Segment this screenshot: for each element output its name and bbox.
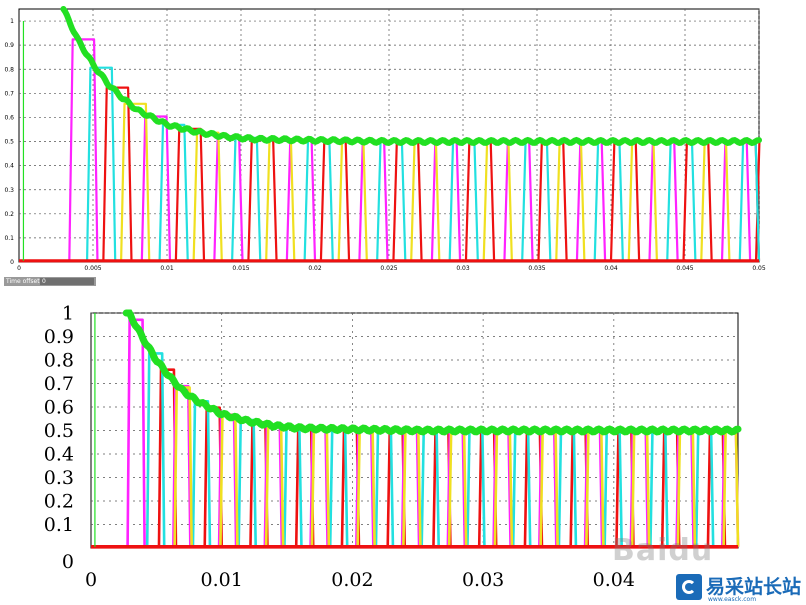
x-tick-label-2: 0.01 (201, 569, 243, 591)
x-tick-label-1: 0.035 (528, 265, 545, 272)
y-tick-label-2: 0.8 (44, 350, 74, 372)
x-tick-label-1: 0.015 (232, 265, 249, 272)
y-tick-label-2: 0.9 (44, 326, 74, 348)
time-offset-label: Time offset: (6, 278, 42, 285)
x-tick-label-1: 0.005 (84, 265, 101, 272)
y-tick-label-1: 0.2 (4, 211, 14, 218)
logo-icon (676, 574, 702, 600)
x-tick-label-1: 0 (17, 265, 21, 272)
y-tick-label-2: 0.2 (44, 491, 74, 513)
envelope-series-2 (122, 309, 742, 436)
y-tick-label-1: 1 (10, 18, 14, 25)
y-tick-label-2: 1 (62, 303, 74, 325)
x-tick-label-1: 0.05 (752, 265, 766, 272)
y-tick-label-1: 0.6 (4, 115, 14, 122)
y-tick-label-2: 0.1 (44, 514, 74, 536)
baidu-watermark: Baidu (612, 533, 714, 568)
y-tick-label-1: 0 (10, 259, 14, 266)
x-tick-label-2: 0.03 (462, 569, 504, 591)
y-tick-label-2: 0.6 (44, 397, 74, 419)
y-tick-label-1: 0.3 (4, 187, 14, 194)
x-tick-label-1: 0.03 (456, 265, 470, 272)
y-tick-label-2: 0.4 (44, 444, 74, 466)
y-tick-label-2: 0.3 (44, 467, 74, 489)
logo-subtext: www.easck.com (708, 596, 757, 603)
y-tick-label-1: 0.8 (4, 66, 14, 73)
y-tick-label-1: 0.7 (4, 90, 14, 97)
site-logo: 易采站长站 www.easck.com (670, 570, 806, 605)
x-tick-label-2: 0 (85, 569, 97, 591)
envelope-series-1 (60, 6, 762, 147)
x-tick-label-1: 0.045 (676, 265, 693, 272)
x-tick-label-2: 0.04 (593, 569, 635, 591)
x-tick-label-2: 0.02 (331, 569, 373, 591)
x-tick-label-1: 0.01 (160, 265, 174, 272)
y-tick-label-1: 0.9 (4, 42, 14, 49)
y-tick-label-1: 0.4 (4, 163, 14, 170)
x-tick-label-1: 0.025 (380, 265, 397, 272)
y-tick-label-2: 0 (62, 551, 74, 573)
x-tick-label-1: 0.04 (604, 265, 618, 272)
time-offset-field[interactable]: 0 (40, 278, 94, 285)
y-tick-label-2: 0.7 (44, 373, 74, 395)
logo-text: 易采站长站 (706, 576, 802, 598)
y-tick-label-1: 0.1 (4, 235, 14, 242)
y-tick-label-2: 0.5 (44, 420, 74, 442)
y-tick-label-1: 0.5 (4, 139, 14, 146)
x-tick-label-1: 0.02 (308, 265, 322, 272)
